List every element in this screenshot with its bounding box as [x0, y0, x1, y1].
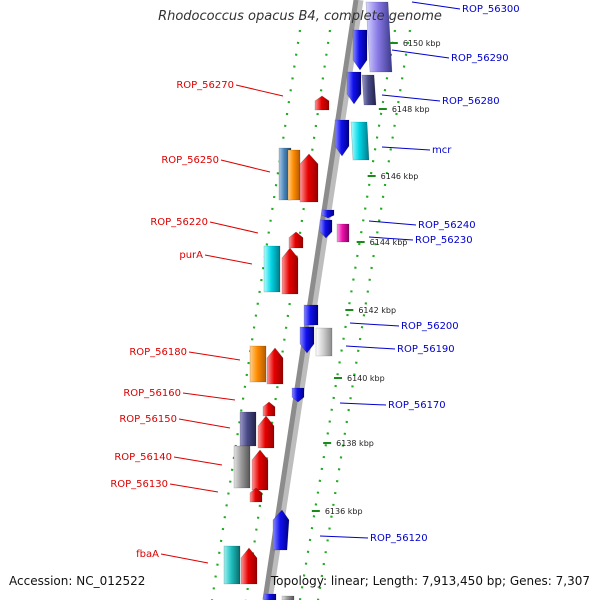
forward-gene-label: ROP_56200: [401, 321, 459, 332]
forward-gene-label: ROP_56290: [451, 53, 509, 64]
gene-block: [303, 304, 319, 326]
reverse-label-leader: [169, 483, 219, 493]
reverse-label-leader: [160, 553, 209, 564]
gene-block: [315, 327, 333, 357]
forward-gene-label: ROP_56280: [442, 96, 500, 107]
reverse-label-leader: [178, 418, 231, 429]
gene-block: [257, 415, 275, 449]
kbp-tick-label: 6146 kbp: [381, 172, 419, 181]
gene-block: [233, 445, 251, 489]
forward-gene-label: mcr: [432, 145, 452, 156]
reverse-gene-label: ROP_56270: [176, 80, 234, 91]
gene-block: [272, 509, 290, 551]
gene-block: [334, 119, 350, 157]
guide-dotted-line: [298, 29, 397, 600]
forward-gene-label: ROP_56170: [388, 400, 446, 411]
gene-block: [287, 149, 301, 201]
reverse-label-leader: [173, 456, 223, 466]
gene-block: [262, 401, 276, 417]
gene-block: [263, 245, 281, 293]
gene-block: [346, 71, 362, 105]
guide-dotted-line: [244, 29, 332, 600]
kbp-tick-label: 6136 kbp: [325, 507, 363, 516]
guide-dotted-line: [316, 29, 412, 600]
forward-label-leader: [368, 236, 414, 241]
gene-block: [314, 95, 330, 111]
guide-dotted-line: [210, 29, 302, 600]
reverse-gene-label: ROP_56180: [129, 347, 187, 358]
accession-text: Accession: NC_012522: [9, 574, 146, 588]
reverse-label-leader: [235, 84, 284, 97]
reverse-gene-label: fbaA: [136, 549, 159, 560]
genome-backbone-shadow: [263, 0, 364, 600]
gene-block: [281, 595, 295, 600]
kbp-tick-label: 6142 kbp: [358, 306, 396, 315]
reverse-gene-label: ROP_56150: [119, 414, 177, 425]
reverse-label-leader: [204, 254, 253, 265]
forward-label-leader: [345, 345, 396, 350]
gene-block: [239, 411, 257, 447]
gene-block: [240, 547, 258, 585]
gene-block: [350, 121, 370, 161]
kbp-tick-label: 6150 kbp: [403, 39, 441, 48]
reverse-label-leader: [220, 159, 271, 173]
kbp-tick-label: 6144 kbp: [370, 238, 408, 247]
forward-gene-label: ROP_56300: [462, 4, 520, 15]
gene-block: [291, 387, 305, 403]
kbp-tick-label: 6140 kbp: [347, 374, 385, 383]
gene-block: [263, 593, 277, 600]
reverse-label-leader: [182, 392, 236, 401]
forward-gene-label: ROP_56240: [418, 220, 476, 231]
gene-block: [365, 1, 393, 73]
gene-block: [321, 209, 335, 219]
reverse-gene-label: purA: [179, 250, 203, 261]
forward-label-leader: [391, 49, 450, 59]
gene-block: [266, 347, 284, 385]
gene-block: [288, 231, 304, 249]
genome-summary-text: Topology: linear; Length: 7,913,450 bp; …: [270, 574, 590, 588]
gene-block: [251, 449, 269, 491]
gene-block: [299, 153, 319, 203]
gene-block: [249, 487, 263, 503]
gene-block: [299, 326, 315, 354]
genome-backbone: [262, 0, 359, 600]
genome-title: Rhodococcus opacus B4, complete genome: [158, 9, 442, 24]
gene-block: [352, 29, 368, 71]
reverse-gene-label: ROP_56140: [114, 452, 172, 463]
forward-label-leader: [319, 535, 369, 539]
gene-block: [336, 223, 350, 243]
forward-gene-label: ROP_56230: [415, 235, 473, 246]
kbp-tick-label: 6148 kbp: [392, 105, 430, 114]
forward-label-leader: [381, 146, 431, 151]
reverse-gene-label: ROP_56220: [150, 217, 208, 228]
gene-block: [249, 345, 267, 383]
gene-block: [361, 74, 377, 106]
forward-label-leader: [349, 322, 400, 327]
reverse-label-leader: [188, 351, 241, 361]
gene-block: [281, 247, 299, 295]
forward-gene-label: ROP_56120: [370, 533, 428, 544]
reverse-gene-label: ROP_56250: [161, 155, 219, 166]
forward-gene-label: ROP_56190: [397, 344, 455, 355]
forward-label-leader: [411, 1, 461, 10]
forward-label-leader: [339, 402, 387, 406]
forward-label-leader: [381, 94, 441, 102]
kbp-tick-label: 6138 kbp: [336, 439, 374, 448]
reverse-gene-label: ROP_56160: [123, 388, 181, 399]
reverse-label-leader: [209, 221, 259, 234]
gene-block: [223, 545, 241, 585]
forward-label-leader: [368, 220, 417, 226]
gene-block: [319, 219, 333, 239]
reverse-gene-label: ROP_56130: [110, 479, 168, 490]
